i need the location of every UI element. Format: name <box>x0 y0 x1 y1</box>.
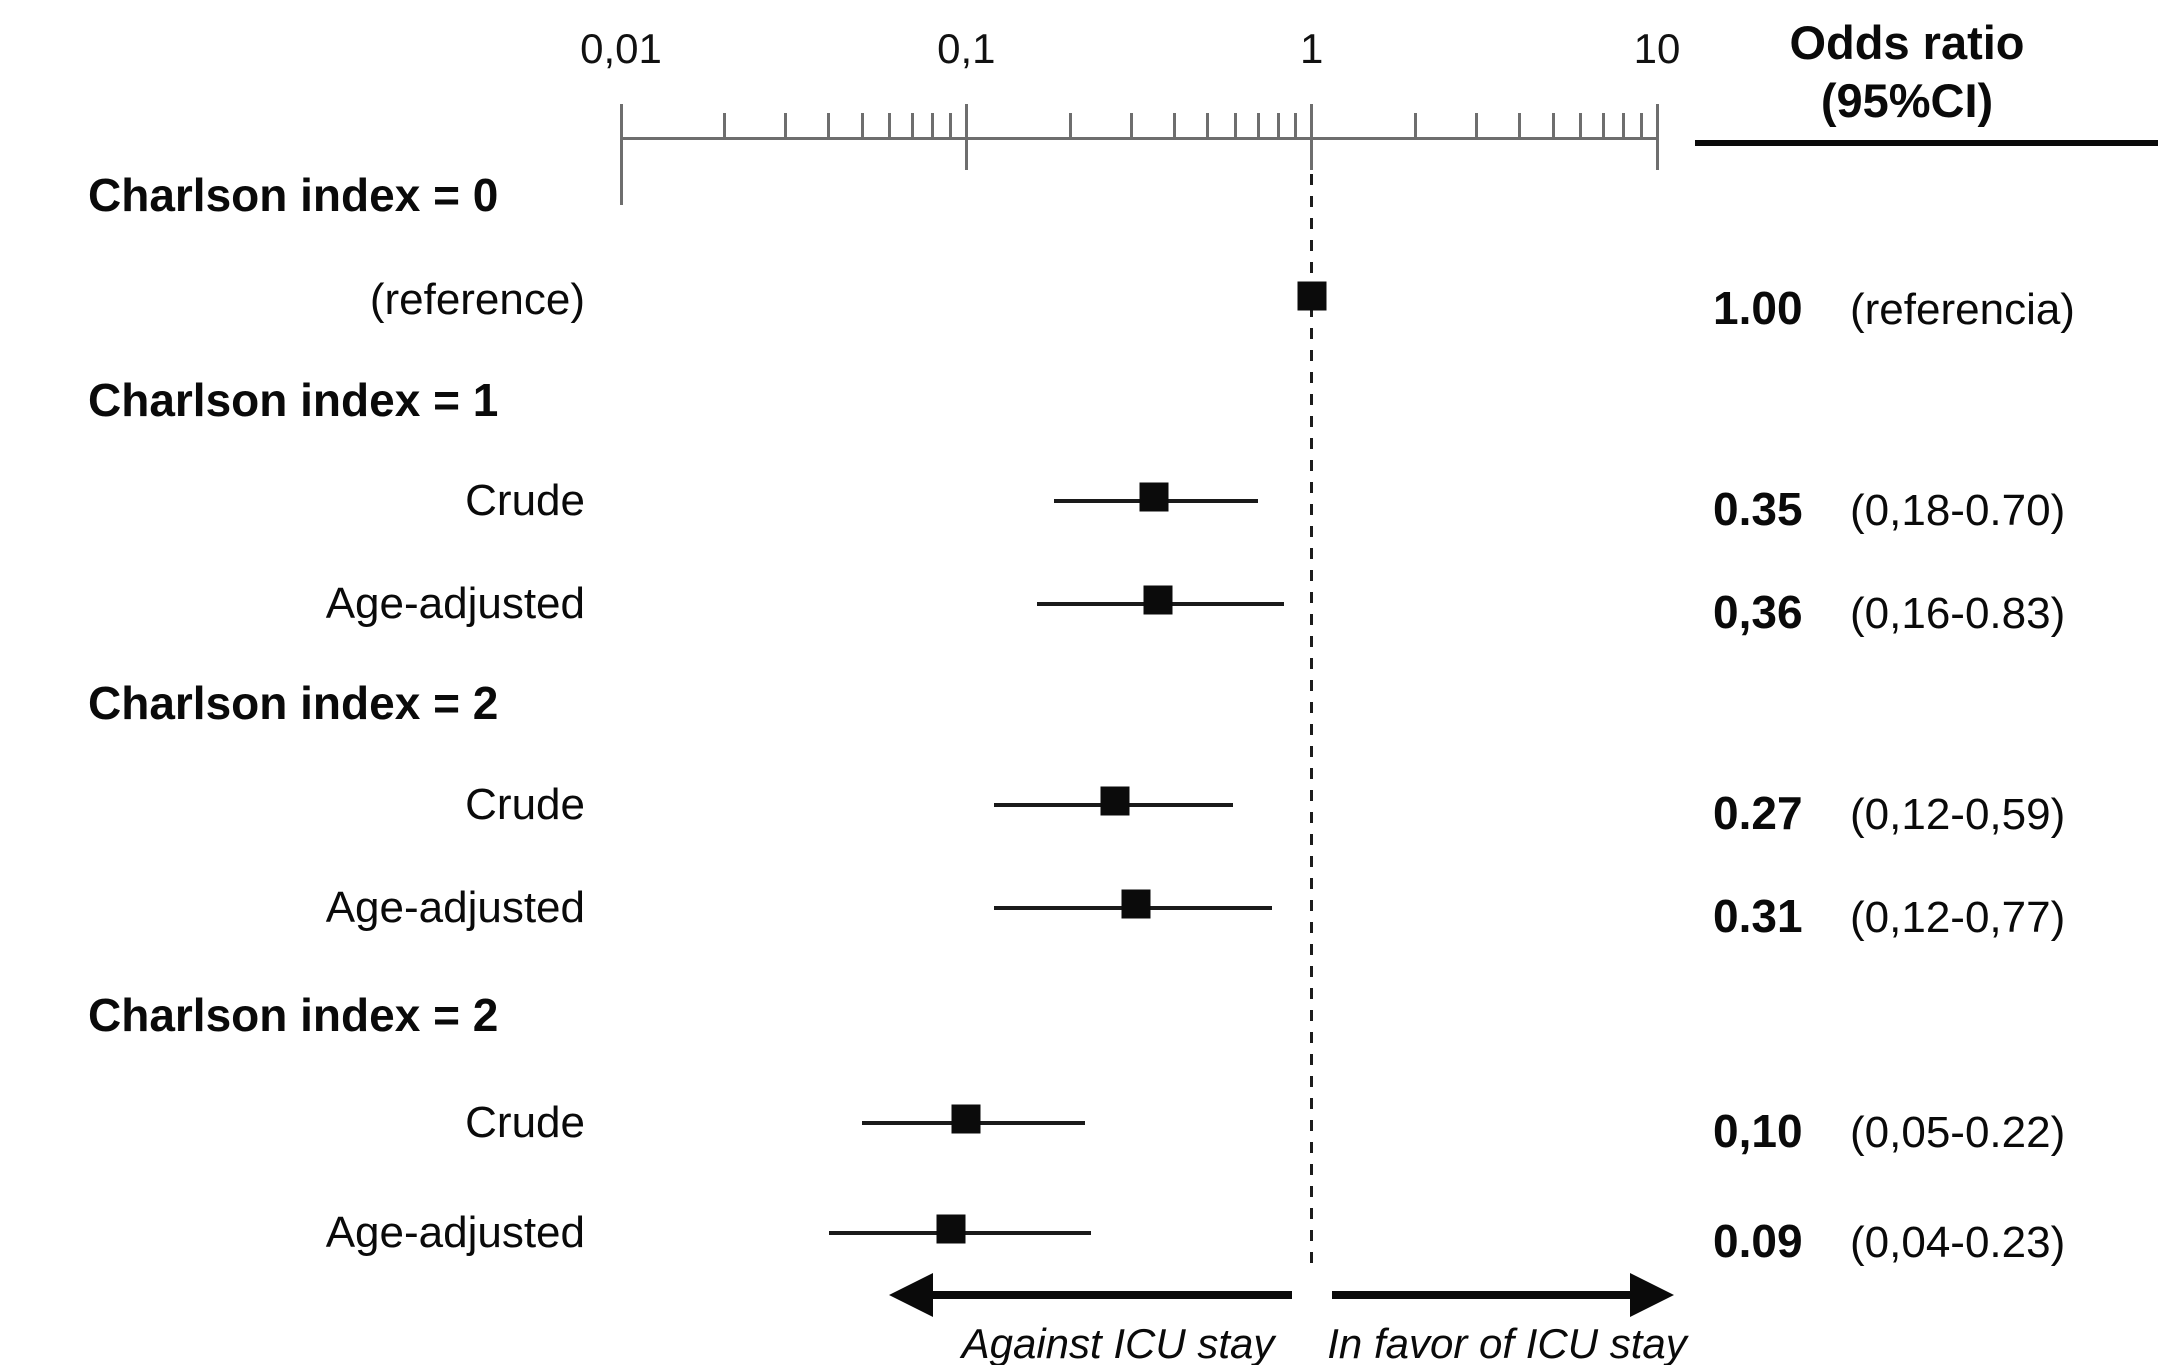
or-marker <box>1121 889 1151 919</box>
x-axis-minor-tick <box>1206 113 1210 138</box>
or-marker <box>1297 281 1327 311</box>
x-axis-major-tick <box>1310 104 1314 170</box>
x-axis-minor-tick <box>1578 113 1582 138</box>
or-value-row: 0.35 (0,18-0.70) <box>1713 485 2065 535</box>
against-arrow-head-icon <box>889 1273 933 1317</box>
row-label: Age-adjusted <box>325 1208 585 1257</box>
group-label: Charlson index = 2 <box>88 677 499 729</box>
x-axis-minor-tick <box>860 113 864 138</box>
row-label: Crude <box>465 1098 585 1147</box>
or-marker <box>936 1214 966 1244</box>
ci-value: (referencia) <box>1850 285 2075 334</box>
x-axis-minor-tick <box>949 113 953 138</box>
or-marker <box>1139 482 1169 512</box>
x-axis-major-tick <box>964 104 968 170</box>
odds-ratio-header-underline <box>1695 140 2158 146</box>
x-axis-minor-tick <box>1172 113 1176 138</box>
ci-value: (0,05-0.22) <box>1850 1108 2066 1157</box>
or-value: 0.35 <box>1713 483 1803 535</box>
ci-value: (0,18-0.70) <box>1850 486 2066 535</box>
x-axis-minor-tick <box>723 113 727 138</box>
x-axis-minor-tick <box>1602 113 1605 138</box>
odds-ratio-column-header: Odds ratio (95%CI) <box>1789 14 2024 130</box>
group-label: Charlson index = 0 <box>88 169 499 221</box>
x-axis-minor-tick <box>1068 113 1072 138</box>
group-label: Charlson index = 1 <box>88 374 499 426</box>
x-axis-minor-tick <box>1294 113 1298 138</box>
or-value-row: 0,36 (0,16-0.83) <box>1713 588 2065 638</box>
x-axis-minor-tick <box>1622 113 1626 138</box>
x-axis-minor-tick <box>888 113 892 138</box>
x-axis-minor-tick <box>1518 113 1522 138</box>
or-value-row: 0.09 (0,04-0.23) <box>1713 1217 2065 1267</box>
favor-arrow-label: In favor of ICU stay <box>1327 1320 1687 1365</box>
or-marker <box>1100 786 1130 816</box>
row-label: Crude <box>465 476 585 525</box>
favor-arrow-shaft <box>1332 1291 1634 1299</box>
ci-value: (0,12-0,77) <box>1850 893 2066 942</box>
odds-ratio-header-line1: Odds ratio <box>1789 16 2025 69</box>
x-axis-tick-label: 1 <box>1299 25 1324 72</box>
or-value: 0.31 <box>1713 890 1803 942</box>
x-axis-tick-label: 0,01 <box>580 25 662 72</box>
ci-value: (0,12-0,59) <box>1850 790 2066 839</box>
group-label: Charlson index = 2 <box>88 989 499 1041</box>
row-label: Crude <box>465 780 585 829</box>
or-value: 1.00 <box>1713 282 1803 334</box>
ci-value: (0,16-0.83) <box>1850 589 2066 638</box>
row-label: (reference) <box>369 275 585 324</box>
x-axis-major-tick <box>619 104 623 205</box>
or-value: 0,36 <box>1713 586 1803 638</box>
x-axis-minor-tick <box>784 113 788 138</box>
or-value-row: 0.31 (0,12-0,77) <box>1713 892 2065 942</box>
or-value: 0.27 <box>1713 787 1803 839</box>
x-axis-minor-tick <box>1414 113 1418 138</box>
x-axis-minor-tick <box>931 113 935 138</box>
x-axis-minor-tick <box>911 113 915 138</box>
or-marker <box>1143 585 1173 615</box>
favor-arrow-head-icon <box>1630 1273 1674 1317</box>
or-value-row: 0.27 (0,12-0,59) <box>1713 789 2065 839</box>
x-axis-major-tick <box>1655 104 1659 170</box>
x-axis-tick-label: 0,1 <box>937 25 996 72</box>
or-marker <box>951 1104 981 1134</box>
x-axis-minor-tick <box>1276 113 1280 138</box>
against-arrow-label: Against ICU stay <box>961 1320 1275 1365</box>
x-axis-minor-tick <box>1474 113 1478 138</box>
row-label: Age-adjusted <box>325 883 585 932</box>
against-arrow-shaft <box>925 1291 1292 1299</box>
x-axis-minor-tick <box>1551 113 1555 138</box>
or-value-row: 1.00 (referencia) <box>1713 284 2075 334</box>
x-axis-tick-label: 10 <box>1633 25 1681 72</box>
x-axis-minor-tick <box>1233 113 1237 138</box>
odds-ratio-header-line2: (95%CI) <box>1820 74 1994 127</box>
or-value: 0,10 <box>1713 1105 1803 1157</box>
x-axis-minor-tick <box>1256 113 1260 138</box>
x-axis-minor-tick <box>1129 113 1133 138</box>
row-label: Age-adjusted <box>325 579 585 628</box>
ci-value: (0,04-0.23) <box>1850 1218 2066 1267</box>
or-value-row: 0,10 (0,05-0.22) <box>1713 1107 2065 1157</box>
x-axis-line <box>621 137 1657 140</box>
x-axis-minor-tick <box>1639 113 1643 138</box>
reference-line <box>1310 174 1313 1272</box>
x-axis-minor-tick <box>827 113 831 138</box>
or-value: 0.09 <box>1713 1215 1803 1267</box>
